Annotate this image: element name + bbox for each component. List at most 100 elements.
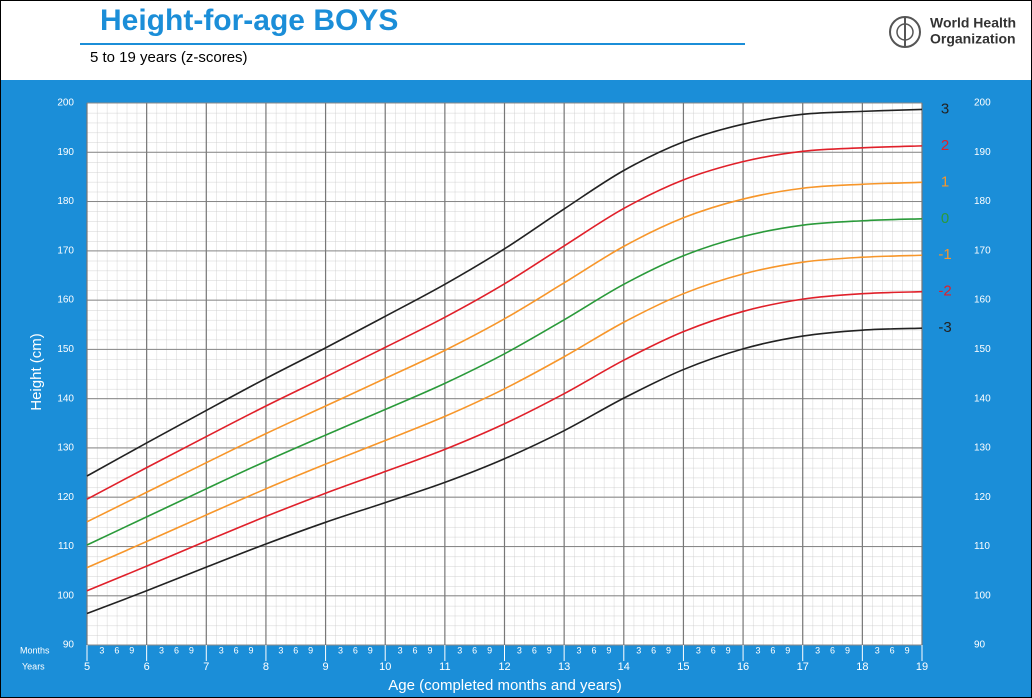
y-tick-label: 160 (57, 295, 74, 306)
month-label: 9 (189, 645, 194, 655)
x-tick-label: 16 (737, 661, 749, 673)
series-label: 3 (941, 100, 949, 117)
z-score-line (86, 290, 923, 592)
years-label: Years (22, 661, 45, 671)
y-tick-label: 130 (974, 443, 991, 454)
y-tick-label: 110 (58, 541, 74, 552)
z-score-line (86, 254, 923, 569)
chart-title: Height-for-age BOYS (100, 4, 398, 37)
month-label: 9 (785, 645, 790, 655)
y-tick-label: 120 (57, 492, 74, 503)
x-tick-label: 18 (856, 661, 868, 673)
month-label: 9 (427, 645, 432, 655)
month-label: 9 (249, 645, 254, 655)
series-label: 2 (941, 137, 949, 154)
x-tick-label: 12 (498, 661, 510, 673)
series-label: -2 (938, 283, 951, 300)
month-label: 3 (636, 645, 641, 655)
month-label: 3 (278, 645, 283, 655)
month-label: 3 (875, 645, 880, 655)
month-label: 9 (905, 645, 910, 655)
y-tick-label: 190 (974, 147, 991, 158)
month-label: 6 (174, 645, 179, 655)
month-label: 6 (591, 645, 596, 655)
y-tick-label: 130 (57, 443, 74, 454)
y-tick-label: 90 (974, 640, 986, 651)
month-label: 3 (219, 645, 224, 655)
month-label: 9 (368, 645, 373, 655)
x-tick-label: 14 (618, 661, 630, 673)
y-tick-label: 160 (974, 295, 991, 306)
y-tick-label: 200 (974, 98, 991, 109)
month-label: 3 (517, 645, 522, 655)
series-label: -3 (938, 319, 951, 336)
y-tick-label: 100 (57, 590, 74, 601)
x-tick-label: 13 (558, 661, 570, 673)
month-label: 6 (830, 645, 835, 655)
z-score-line (86, 217, 923, 546)
y-tick-label: 170 (57, 245, 74, 256)
month-label: 9 (606, 645, 611, 655)
month-label: 6 (651, 645, 656, 655)
y-tick-label: 90 (63, 640, 75, 651)
month-label: 3 (99, 645, 104, 655)
x-tick-label: 9 (323, 661, 329, 673)
month-label: 3 (398, 645, 403, 655)
y-tick-label: 180 (57, 196, 74, 207)
month-label: 3 (696, 645, 701, 655)
series-label: 0 (941, 210, 949, 227)
z-score-line (86, 108, 923, 477)
month-label: 6 (711, 645, 716, 655)
y-tick-label: 200 (57, 98, 74, 109)
y-tick-label: 140 (57, 393, 74, 404)
x-tick-label: 15 (677, 661, 689, 673)
x-tick-label: 10 (379, 661, 391, 673)
month-label: 6 (293, 645, 298, 655)
month-label: 6 (472, 645, 477, 655)
x-tick-label: 17 (797, 661, 809, 673)
plot-layer (86, 102, 923, 646)
month-label: 9 (666, 645, 671, 655)
month-label: 6 (890, 645, 895, 655)
month-label: 9 (845, 645, 850, 655)
series-label: 1 (941, 173, 949, 190)
month-label: 6 (114, 645, 119, 655)
month-label: 9 (129, 645, 134, 655)
y-tick-label: 110 (974, 541, 990, 552)
x-tick-label: 6 (144, 661, 150, 673)
z-score-line (86, 181, 923, 523)
series-label: -1 (938, 246, 951, 263)
month-label: 9 (726, 645, 731, 655)
month-label: 3 (815, 645, 820, 655)
month-label: 9 (547, 645, 552, 655)
month-label: 6 (532, 645, 537, 655)
y-tick-label: 170 (974, 245, 991, 256)
y-tick-label: 150 (57, 344, 74, 355)
y-tick-label: 150 (974, 344, 991, 355)
months-label: Months (20, 645, 50, 655)
month-label: 9 (487, 645, 492, 655)
month-label: 6 (234, 645, 239, 655)
org-name: Organization (930, 31, 1016, 47)
x-axis-label: Age (completed months and years) (388, 677, 621, 694)
y-tick-label: 120 (974, 492, 991, 503)
month-label: 3 (577, 645, 582, 655)
month-label: 3 (159, 645, 164, 655)
y-tick-label: 190 (57, 147, 74, 158)
month-label: 3 (457, 645, 462, 655)
y-axis-label: Height (cm) (28, 333, 45, 411)
x-tick-label: 5 (84, 661, 90, 673)
x-tick-label: 7 (203, 661, 209, 673)
month-label: 6 (353, 645, 358, 655)
z-score-line (86, 145, 923, 500)
y-tick-label: 180 (974, 196, 991, 207)
month-label: 6 (770, 645, 775, 655)
z-score-line (86, 327, 923, 615)
y-tick-label: 140 (974, 393, 991, 404)
x-tick-label: 11 (439, 661, 450, 673)
month-label: 6 (413, 645, 418, 655)
logo: World Health Organization (889, 15, 1016, 48)
chart-subtitle: 5 to 19 years (z-scores) (90, 49, 248, 66)
y-tick-label: 100 (974, 590, 991, 601)
